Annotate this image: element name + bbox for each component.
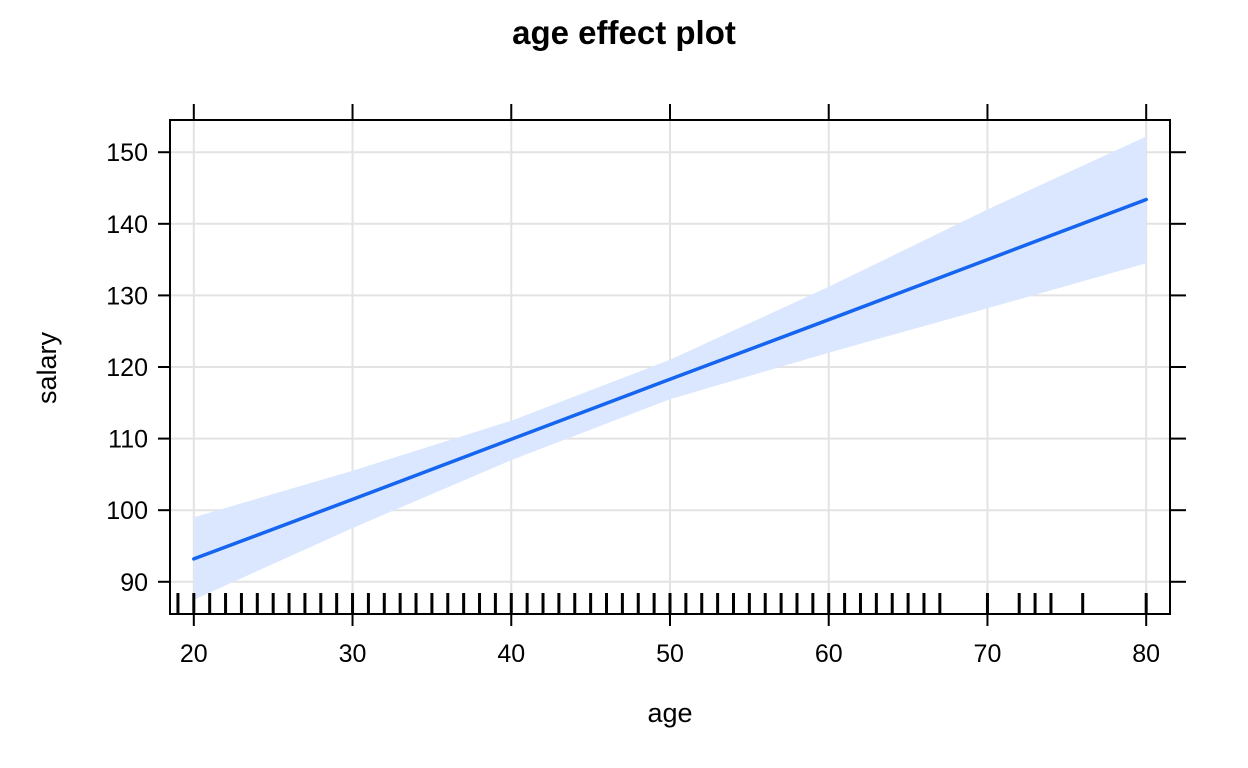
x-tick-label-6: 80: [1132, 640, 1160, 668]
y-tick-label-1: 100: [106, 497, 148, 525]
y-tick-label-5: 140: [106, 211, 148, 239]
x-tick-label-1: 30: [339, 640, 367, 668]
effect-line-layer: [192, 197, 1148, 561]
x-axis-title: age: [647, 698, 692, 728]
x-tick-label-5: 70: [974, 640, 1002, 668]
confidence-band: [193, 136, 1147, 600]
y-axis-tick-labels: 90 100 110 120 130 140 150: [106, 139, 148, 597]
y-tick-label-0: 90: [120, 569, 148, 597]
effect-line: [192, 197, 1148, 561]
x-tick-label-3: 50: [656, 640, 684, 668]
axis-ticks: [158, 104, 1186, 626]
y-tick-label-3: 120: [106, 354, 148, 382]
x-tick-label-0: 20: [180, 640, 208, 668]
y-tick-label-2: 110: [108, 426, 148, 454]
x-tick-label-4: 60: [815, 640, 843, 668]
y-axis-title: salary: [32, 331, 62, 404]
rug-ticks: [176, 593, 1148, 614]
confidence-band-layer: [193, 136, 1147, 600]
y-tick-label-4: 130: [106, 282, 148, 310]
x-tick-label-2: 40: [497, 640, 525, 668]
x-axis-tick-labels: 20 30 40 50 60 70 80: [180, 640, 1160, 668]
chart-title: age effect plot: [512, 14, 736, 51]
y-tick-label-6: 150: [106, 139, 148, 167]
